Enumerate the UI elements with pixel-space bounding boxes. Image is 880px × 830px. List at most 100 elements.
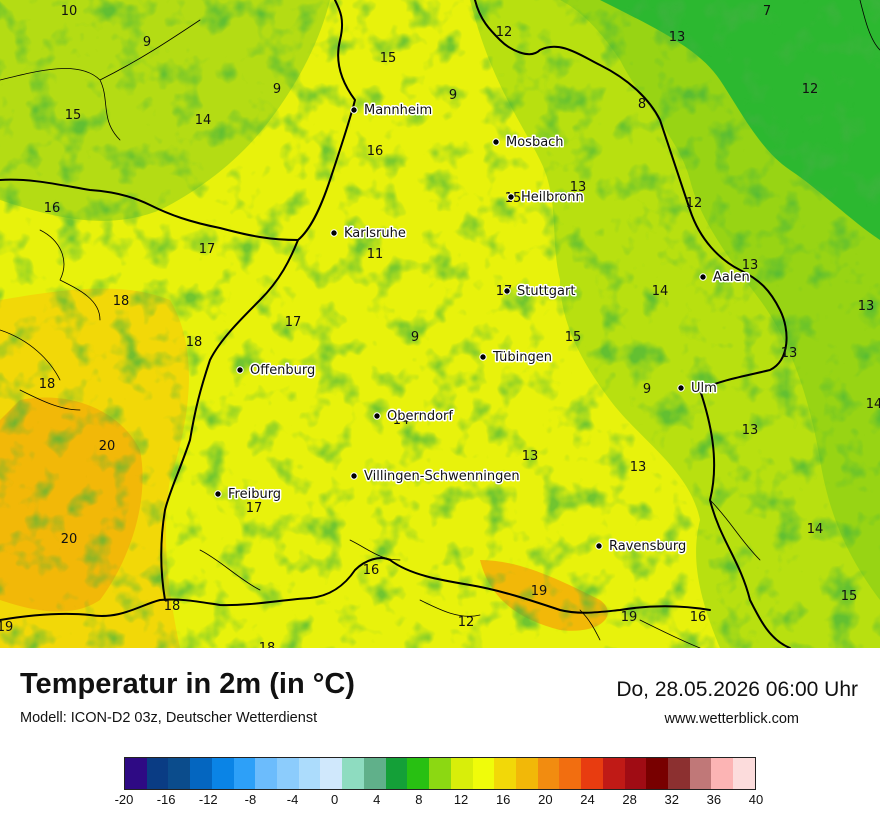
legend-tick-label: 12 — [453, 792, 469, 807]
temperature-value: 9 — [449, 88, 457, 103]
temperature-value: 13 — [742, 258, 759, 273]
legend-swatch — [494, 758, 516, 789]
temperature-value: 15 — [380, 51, 397, 66]
legend-swatch — [211, 758, 234, 789]
map-footer: Temperatur in 2m (in °C) Modell: ICON-D2… — [0, 648, 880, 830]
model-info: Modell: ICON-D2 03z, Deutscher Wetterdie… — [20, 710, 318, 726]
temperature-map[interactable]: 10 9 15 12 13 7 9 9 8 12 15 14 16 13 15 16 12 17 11 13 17 14 1… — [0, 0, 880, 648]
temperature-value: 15 — [841, 589, 858, 604]
temperature-value: 18 — [259, 641, 276, 648]
legend-tick-label: 4 — [373, 792, 381, 807]
legend-swatch — [711, 758, 734, 789]
temperature-value: 16 — [690, 610, 707, 625]
temperature-value: 11 — [367, 247, 384, 262]
temperature-value: 13 — [858, 299, 875, 314]
legend-swatch — [168, 758, 191, 789]
forecast-datetime: Do, 28.05.2026 06:00 Uhr — [616, 678, 858, 701]
legend-swatch — [559, 758, 582, 789]
temperature-fields — [0, 0, 880, 648]
legend-tick-label: -4 — [286, 792, 299, 807]
city-label[interactable]: Stuttgart — [516, 283, 577, 301]
temperature-value: 18 — [164, 599, 181, 614]
legend-tick-label: 24 — [580, 792, 595, 807]
city-label[interactable]: Ulm — [690, 380, 719, 398]
city-label[interactable]: Tübingen — [491, 349, 554, 367]
legend-tick-label: 8 — [415, 792, 423, 807]
legend-tick-label: 0 — [331, 792, 339, 807]
city-dot — [236, 366, 244, 374]
city-label[interactable]: Freiburg — [227, 486, 283, 504]
temperature-value: 18 — [113, 294, 130, 309]
legend-swatch — [233, 758, 256, 789]
legend-swatch — [320, 758, 343, 789]
legend-swatch — [515, 758, 538, 789]
legend-swatch — [472, 758, 495, 789]
temperature-value: 15 — [65, 108, 82, 123]
city-label[interactable]: Villingen-Schwenningen — [363, 468, 522, 486]
temperature-value: 16 — [367, 144, 384, 159]
website-link[interactable]: www.wetterblick.com — [664, 711, 799, 727]
city-dot — [373, 412, 381, 420]
swiss-border — [0, 557, 711, 621]
legend-swatch — [255, 758, 278, 789]
temperature-value: 14 — [866, 397, 880, 412]
temperature-value: 8 — [638, 97, 646, 112]
temperature-value: 13 — [522, 449, 539, 464]
city-label[interactable]: Mosbach — [505, 134, 566, 152]
temperature-value: 17 — [285, 315, 302, 330]
temperature-value: 14 — [195, 113, 212, 128]
city-dot — [507, 193, 515, 201]
legend-swatch — [342, 758, 364, 789]
city-dot — [492, 138, 500, 146]
city-label[interactable]: Aalen — [712, 269, 752, 287]
temperature-value: 12 — [496, 25, 513, 40]
legend-swatch — [363, 758, 386, 789]
temperature-value: 19 — [0, 620, 13, 635]
legend-tick-label: 40 — [748, 792, 764, 807]
city-label[interactable]: Offenburg — [249, 362, 317, 380]
temperature-value: 9 — [643, 382, 651, 397]
city-dot — [677, 384, 685, 392]
city-label[interactable]: Oberndorf — [386, 408, 455, 426]
temperature-value: 13 — [630, 460, 647, 475]
city-dot — [595, 542, 603, 550]
legend-swatch — [190, 758, 212, 789]
legend-swatch — [429, 758, 451, 789]
city-dot — [350, 472, 358, 480]
legend-tick-label: -12 — [198, 792, 218, 807]
city-dot — [350, 106, 358, 114]
legend-swatch — [146, 758, 169, 789]
state-border-east — [474, 0, 791, 648]
temperature-value: 14 — [807, 522, 824, 537]
legend-swatch — [667, 758, 690, 789]
legend-swatch — [624, 758, 647, 789]
city-label[interactable]: Heilbronn — [520, 189, 586, 207]
legend-swatch — [407, 758, 430, 789]
temperature-value: 9 — [143, 35, 151, 50]
legend-swatch — [450, 758, 473, 789]
temperature-value: 13 — [669, 30, 686, 45]
france-border — [160, 239, 299, 601]
city-label[interactable]: Ravensburg — [608, 538, 688, 556]
city-dot — [214, 490, 222, 498]
city-label[interactable]: Mannheim — [363, 102, 434, 120]
legend-tick-label: 20 — [538, 792, 553, 807]
borders — [0, 0, 880, 648]
temperature-value: 18 — [39, 377, 56, 392]
legend-tick-label: 36 — [706, 792, 722, 807]
legend-swatch — [385, 758, 408, 789]
legend-swatch — [125, 758, 147, 789]
temperature-value: 14 — [652, 284, 669, 299]
city-label[interactable]: Karlsruhe — [343, 225, 408, 243]
temperature-labels: 10 9 15 12 13 7 9 9 8 12 15 14 16 13 15 16 12 17 11 13 17 14 1… — [0, 4, 880, 648]
city-dot — [503, 287, 511, 295]
temperature-value: 17 — [246, 501, 263, 516]
temperature-value: 15 — [565, 330, 582, 345]
temperature-value: 18 — [186, 335, 203, 350]
map-title: Temperatur in 2m (in °C) — [20, 668, 355, 700]
legend-tick-label: -20 — [114, 792, 134, 807]
temperature-value: 20 — [61, 532, 78, 547]
temperature-value: 7 — [763, 4, 771, 19]
texture-noise — [0, 0, 880, 648]
temperature-value: 13 — [742, 423, 759, 438]
